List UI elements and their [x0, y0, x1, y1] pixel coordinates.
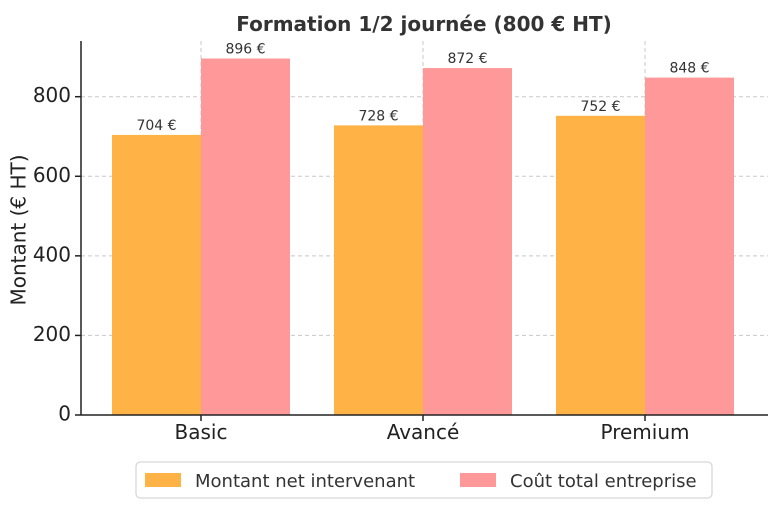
data-label: 896 €: [225, 42, 265, 58]
y-tick-label: 600: [33, 163, 71, 187]
bar-cout-total-avancé: [423, 68, 512, 415]
x-tick-label: Premium: [601, 420, 690, 444]
legend-swatch-cout-total: [460, 473, 496, 487]
bars: [112, 58, 734, 416]
y-ticks: 0 200 400 600 800: [33, 83, 81, 426]
data-label: 848 €: [669, 61, 709, 77]
legend-label-montant-net: Montant net intervenant: [195, 471, 415, 492]
x-ticks: Basic Avancé Premium: [175, 415, 690, 444]
y-tick-label: 200: [33, 322, 71, 346]
bar-montant-net-basic: [112, 134, 201, 415]
legend-swatch-montant-net: [145, 473, 181, 487]
axes: [80, 41, 768, 416]
legend-label-cout-total: Coût total entreprise: [510, 471, 697, 492]
bar-cout-total-premium: [645, 77, 734, 416]
y-tick-label: 400: [33, 242, 71, 266]
data-label: 872 €: [447, 51, 487, 67]
data-label: 704 €: [136, 118, 176, 134]
x-tick-label: Avancé: [387, 420, 460, 444]
legend: Montant net intervenant Coût total entre…: [135, 461, 713, 499]
x-tick-label: Basic: [175, 420, 228, 444]
data-label: 728 €: [358, 108, 398, 124]
y-tick-label: 0: [58, 402, 71, 426]
y-axis-label: Montant (€ HT): [7, 154, 31, 305]
data-label: 752 €: [580, 99, 620, 115]
bar-montant-net-avancé: [334, 125, 423, 415]
legend-frame: [135, 461, 713, 499]
bar-cout-total-basic: [201, 58, 290, 416]
data-labels: 704 € 728 € 752 € 896 € 872 € 848 €: [136, 42, 709, 134]
y-tick-label: 800: [33, 83, 71, 107]
chart-title: Formation 1/2 journée (800 € HT): [236, 12, 612, 36]
bar-montant-net-premium: [556, 115, 645, 416]
